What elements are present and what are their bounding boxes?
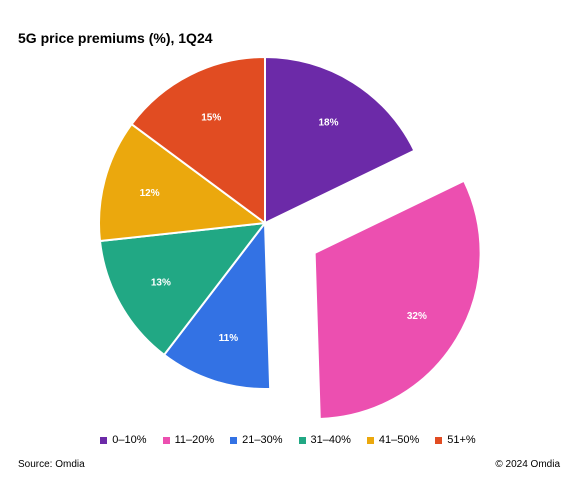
slice-label-6: 15% [201,112,221,123]
pie-slice-5 [98,122,268,243]
chart-title: 5G price premiums (%), 1Q24 [18,30,213,46]
source-note: Source: Omdia [18,459,85,470]
chart-legend: 0–10% 11–20% 21–30% 31–40% 41–50% 51+% [0,434,576,446]
legend-swatch [100,436,108,444]
pie-slice-3 [162,220,272,390]
legend-swatch [230,436,238,444]
legend-label: 11–20% [174,434,215,446]
pie-slice-6 [130,55,266,225]
slice-label-3: 11% [219,333,239,344]
legend-label: 41–50% [378,434,420,446]
legend-item-5: 41–50% [366,434,420,446]
slice-label-2: 32% [407,311,427,322]
slice-label-5: 12% [140,188,160,199]
legend-swatch [366,436,374,444]
legend-label: 51+% [447,434,476,446]
pie-slice-1 [264,55,416,225]
legend-item-3: 21–30% [230,434,283,446]
legend-swatch [162,436,170,444]
legend-swatch [298,436,306,444]
legend-item-1: 0–10% [100,434,147,446]
legend-label: 31–40% [310,434,351,446]
pie-slice-4 [98,221,268,357]
copyright-note: © 2024 Omdia [495,459,560,470]
legend-item-4: 31–40% [298,434,351,446]
pie-slice-2 [313,179,482,420]
slice-label-4: 13% [151,278,171,289]
legend-swatch [435,436,443,444]
legend-item-6: 51+% [435,434,476,446]
legend-label: 0–10% [112,434,147,446]
legend-item-2: 11–20% [162,434,215,446]
legend-label: 21–30% [242,434,283,446]
slice-label-1: 18% [318,118,338,129]
